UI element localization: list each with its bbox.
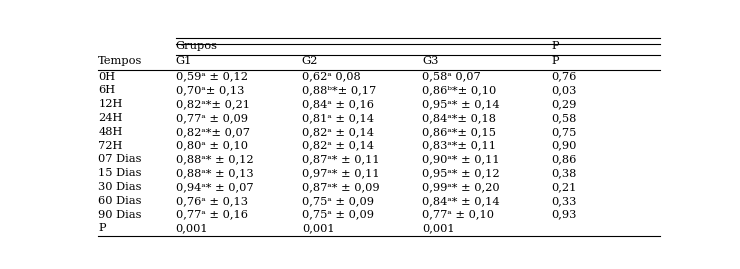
Text: 0,82ᵃ*± 0,21: 0,82ᵃ*± 0,21 — [175, 99, 249, 109]
Text: G1: G1 — [175, 56, 192, 66]
Text: P: P — [98, 223, 106, 233]
Text: 0,001: 0,001 — [175, 223, 208, 233]
Text: 24H: 24H — [98, 113, 123, 123]
Text: 0,82ᵃ ± 0,14: 0,82ᵃ ± 0,14 — [302, 127, 374, 137]
Text: 0,90: 0,90 — [551, 140, 576, 151]
Text: G2: G2 — [302, 56, 318, 66]
Text: 07 Dias: 07 Dias — [98, 154, 142, 164]
Text: G3: G3 — [423, 56, 439, 66]
Text: 0,33: 0,33 — [551, 196, 576, 206]
Text: 0,82ᵃ ± 0,14: 0,82ᵃ ± 0,14 — [302, 140, 374, 151]
Text: 0,87ᵃ* ± 0,11: 0,87ᵃ* ± 0,11 — [302, 154, 380, 164]
Text: 0,38: 0,38 — [551, 168, 576, 178]
Text: 0,76ᵃ ± 0,13: 0,76ᵃ ± 0,13 — [175, 196, 248, 206]
Text: 0,70ᵃ± 0,13: 0,70ᵃ± 0,13 — [175, 85, 244, 95]
Text: 0,93: 0,93 — [551, 210, 576, 220]
Text: 0,83ᵃ*± 0,11: 0,83ᵃ*± 0,11 — [423, 140, 497, 151]
Text: 0,95ᵃ* ± 0,12: 0,95ᵃ* ± 0,12 — [423, 168, 500, 178]
Text: P: P — [551, 41, 559, 51]
Text: 0,75: 0,75 — [551, 127, 576, 137]
Text: 72H: 72H — [98, 140, 123, 151]
Text: 0,84ᵃ ± 0,16: 0,84ᵃ ± 0,16 — [302, 99, 374, 109]
Text: 48H: 48H — [98, 127, 123, 137]
Text: 0,82ᵃ*± 0,07: 0,82ᵃ*± 0,07 — [175, 127, 249, 137]
Text: 0,94ᵃ* ± 0,07: 0,94ᵃ* ± 0,07 — [175, 182, 253, 192]
Text: 0,77ᵃ ± 0,09: 0,77ᵃ ± 0,09 — [175, 113, 248, 123]
Text: 0,99ᵃ* ± 0,20: 0,99ᵃ* ± 0,20 — [423, 182, 500, 192]
Text: 0,75ᵃ ± 0,09: 0,75ᵃ ± 0,09 — [302, 210, 374, 220]
Text: 0,88ᵇ*± 0,17: 0,88ᵇ*± 0,17 — [302, 85, 376, 95]
Text: 0,03: 0,03 — [551, 85, 576, 95]
Text: 0,80ᵃ ± 0,10: 0,80ᵃ ± 0,10 — [175, 140, 248, 151]
Text: 60 Dias: 60 Dias — [98, 196, 142, 206]
Text: 0,75ᵃ ± 0,09: 0,75ᵃ ± 0,09 — [302, 196, 374, 206]
Text: 0,86ᵇ*± 0,10: 0,86ᵇ*± 0,10 — [423, 85, 497, 95]
Text: 15 Dias: 15 Dias — [98, 168, 142, 178]
Text: 0,95ᵃ* ± 0,14: 0,95ᵃ* ± 0,14 — [423, 99, 500, 109]
Text: 30 Dias: 30 Dias — [98, 182, 142, 192]
Text: 0,87ᵃ* ± 0,09: 0,87ᵃ* ± 0,09 — [302, 182, 380, 192]
Text: Tempos: Tempos — [98, 56, 143, 66]
Text: 0,86ᵃ*± 0,15: 0,86ᵃ*± 0,15 — [423, 127, 497, 137]
Text: 90 Dias: 90 Dias — [98, 210, 142, 220]
Text: 0,88ᵃ* ± 0,13: 0,88ᵃ* ± 0,13 — [175, 168, 253, 178]
Text: 0,77ᵃ ± 0,16: 0,77ᵃ ± 0,16 — [175, 210, 248, 220]
Text: 0,81ᵃ ± 0,14: 0,81ᵃ ± 0,14 — [302, 113, 374, 123]
Text: 0,86: 0,86 — [551, 154, 576, 164]
Text: 0,77ᵃ ± 0,10: 0,77ᵃ ± 0,10 — [423, 210, 494, 220]
Text: 0,97ᵃ* ± 0,11: 0,97ᵃ* ± 0,11 — [302, 168, 380, 178]
Text: 0,001: 0,001 — [423, 223, 455, 233]
Text: 0,90ᵃ* ± 0,11: 0,90ᵃ* ± 0,11 — [423, 154, 500, 164]
Text: 0,58: 0,58 — [551, 113, 576, 123]
Text: 0,29: 0,29 — [551, 99, 576, 109]
Text: 12H: 12H — [98, 99, 123, 109]
Text: 0,001: 0,001 — [302, 223, 334, 233]
Text: P: P — [551, 56, 559, 66]
Text: 0,88ᵃ* ± 0,12: 0,88ᵃ* ± 0,12 — [175, 154, 253, 164]
Text: 0,84ᵃ*± 0,18: 0,84ᵃ*± 0,18 — [423, 113, 497, 123]
Text: Grupos: Grupos — [175, 41, 218, 51]
Text: 0,21: 0,21 — [551, 182, 576, 192]
Text: 6H: 6H — [98, 85, 115, 95]
Text: 0,84ᵃ* ± 0,14: 0,84ᵃ* ± 0,14 — [423, 196, 500, 206]
Text: 0H: 0H — [98, 72, 115, 82]
Text: 0,76: 0,76 — [551, 72, 576, 82]
Text: 0,62ᵃ 0,08: 0,62ᵃ 0,08 — [302, 72, 360, 82]
Text: 0,58ᵃ 0,07: 0,58ᵃ 0,07 — [423, 72, 481, 82]
Text: 0,59ᵃ ± 0,12: 0,59ᵃ ± 0,12 — [175, 72, 248, 82]
